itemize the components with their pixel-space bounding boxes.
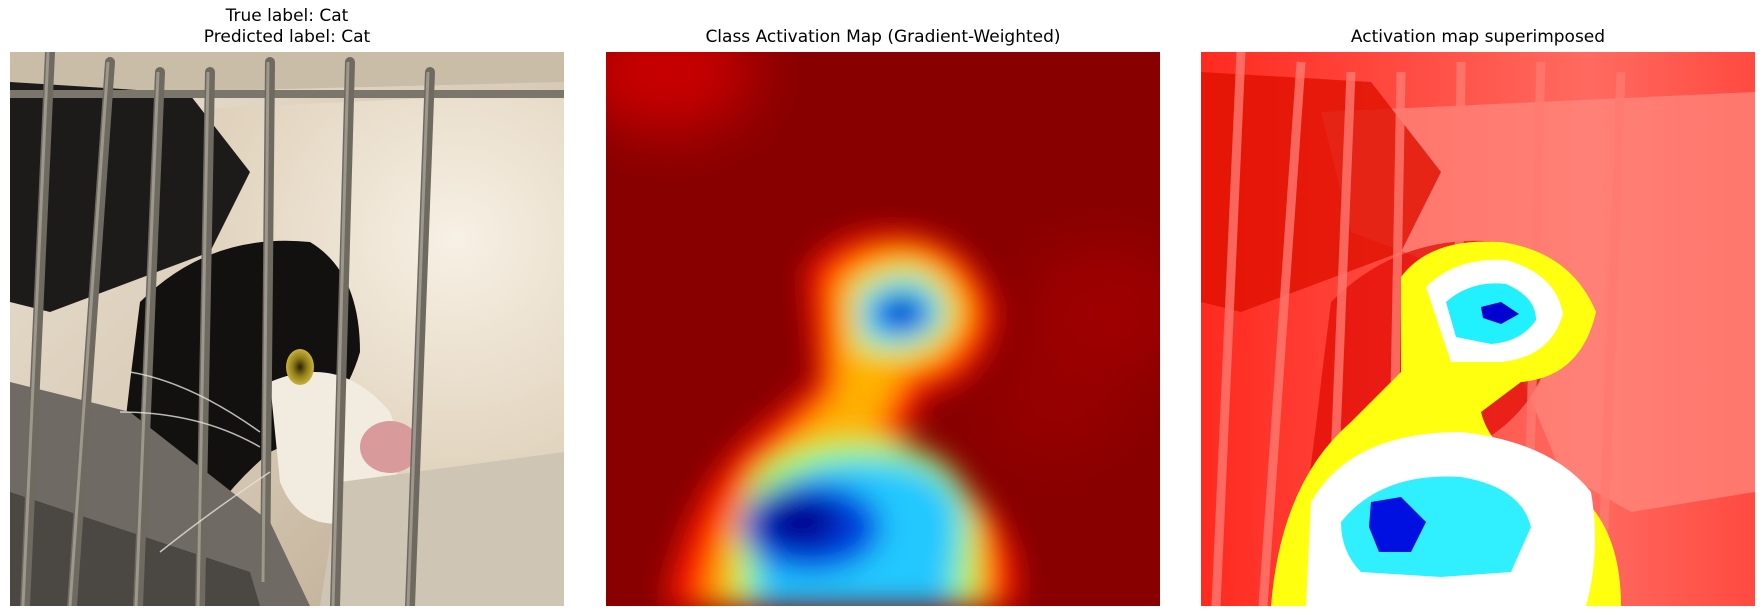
activation-map-panel: Class Activation Map (Gradient-Weighted): [606, 0, 1160, 615]
true-label-title: True label: Cat: [225, 6, 349, 26]
activation-map-title: Class Activation Map (Gradient-Weighted): [705, 27, 1061, 47]
cat-photo: [10, 52, 564, 606]
predicted-label-title: Predicted label: Cat: [203, 27, 371, 47]
superimposed-panel: Activation map superimposed: [1201, 0, 1755, 615]
original-image-panel: True label: Cat Predicted label: Cat: [10, 0, 564, 615]
superimposed-title: Activation map superimposed: [1350, 27, 1606, 47]
activation-heatmap: [606, 52, 1160, 606]
superimposed-heatmap-on-photo: [1201, 52, 1755, 606]
